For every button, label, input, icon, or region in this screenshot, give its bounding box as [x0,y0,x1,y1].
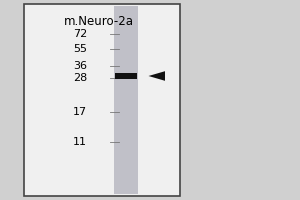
Bar [115,73,137,79]
Text: 72: 72 [73,29,87,39]
Text: 36: 36 [73,61,87,71]
Text: m.Neuro-2a: m.Neuro-2a [64,15,134,28]
Text: 55: 55 [73,44,87,54]
Text: 17: 17 [73,107,87,117]
Bar [24,4,180,196]
Bar [114,6,138,194]
Text: 28: 28 [73,73,87,83]
Text: 11: 11 [73,137,87,147]
Polygon shape [148,71,165,81]
